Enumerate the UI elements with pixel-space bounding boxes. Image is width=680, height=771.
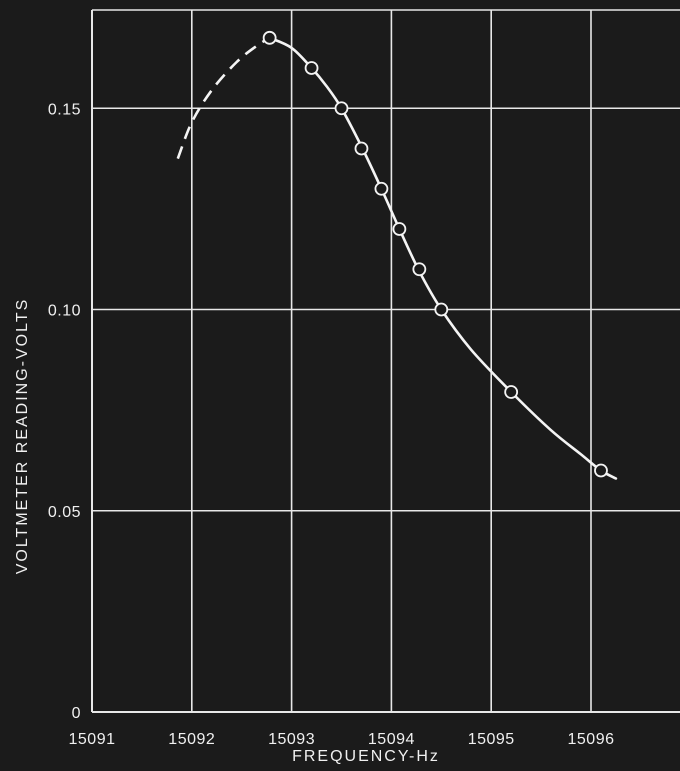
tick-labels: 15091 15092 15093 15094 15095 15096 0 0.05 0.10 0… — [48, 101, 615, 748]
data-point-marker — [392, 222, 407, 236]
data-point-marker — [354, 141, 369, 156]
y-tick-label: 0.15 — [48, 101, 81, 118]
data-point-marker — [304, 61, 319, 75]
x-axis-label: FREQUENCY-Hz — [292, 748, 440, 765]
x-tick-label: 15096 — [568, 731, 615, 748]
x-tick-label: 15093 — [268, 731, 315, 748]
fitted-curve-line — [268, 36, 618, 480]
x-tick-label: 15095 — [468, 731, 515, 748]
grid — [92, 9, 680, 712]
data-point-marker — [594, 463, 608, 478]
data-point-marker — [374, 181, 389, 196]
y-axis-label: VOLTMETER READING-VOLTS — [14, 298, 31, 575]
data-point-marker — [412, 262, 427, 277]
data-point-marker — [262, 30, 277, 45]
x-tick-label: 15092 — [168, 731, 215, 748]
x-tick-label: 15094 — [368, 731, 415, 748]
dashed-curve-line — [176, 36, 271, 160]
series — [176, 30, 618, 480]
data-point-marker — [434, 302, 449, 317]
y-tick-label: 0.05 — [48, 504, 81, 521]
y-tick-label: 0.10 — [48, 303, 81, 320]
axes — [91, 10, 680, 713]
y-tick-label: 0 — [72, 705, 81, 722]
x-tick-label: 15091 — [69, 731, 116, 748]
data-point-marker — [504, 385, 519, 399]
data-point-marker — [334, 101, 349, 116]
